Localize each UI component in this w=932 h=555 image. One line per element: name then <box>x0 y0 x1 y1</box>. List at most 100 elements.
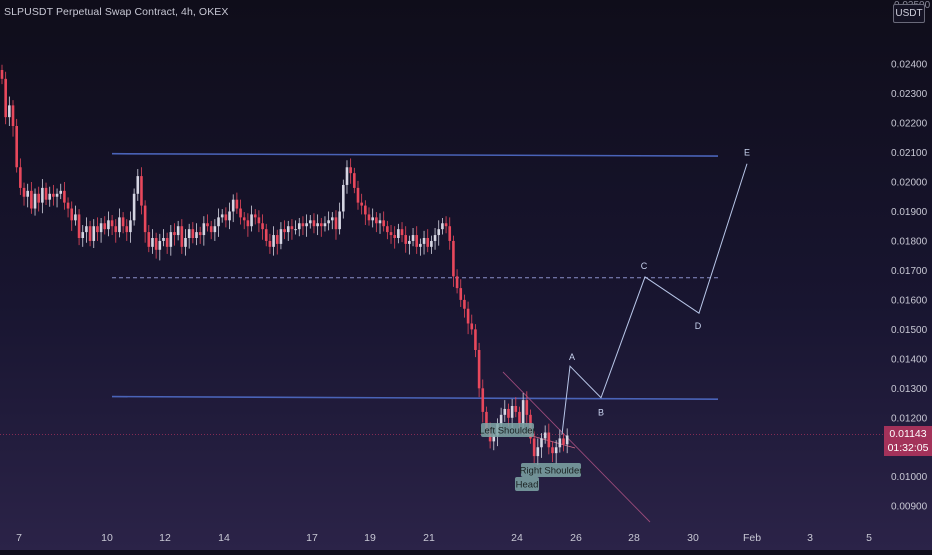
candle-body <box>30 190 33 209</box>
candle-body <box>536 447 540 457</box>
candle-body <box>81 232 85 238</box>
candle-body <box>294 229 297 231</box>
candle-body <box>136 176 140 194</box>
candle-body <box>459 288 463 300</box>
x-tick-label: 19 <box>364 532 376 544</box>
descending-trendline[interactable] <box>502 371 651 523</box>
candle-body <box>22 187 26 197</box>
candle-body <box>239 208 242 218</box>
candle-body <box>33 193 37 209</box>
candle-body <box>231 199 235 212</box>
x-tick-label: 30 <box>687 532 699 544</box>
candle-body <box>118 217 121 233</box>
candle-body <box>367 214 371 221</box>
candle-body <box>463 299 466 309</box>
candle-body <box>492 435 496 442</box>
wave-point-label: D <box>695 321 702 331</box>
candle-body <box>217 217 220 227</box>
wave-point-label: E <box>744 148 750 158</box>
candle-body <box>147 232 151 247</box>
candle-body <box>444 223 448 227</box>
y-tick-label: 0.01200 <box>891 413 928 424</box>
candle-body <box>184 238 187 247</box>
candle-body <box>422 238 426 244</box>
candle-body <box>257 217 261 224</box>
y-tick-label: 0.01900 <box>891 207 928 218</box>
wave-point-label: B <box>598 408 604 418</box>
currency-badge[interactable]: USDT <box>893 4 925 23</box>
candle-body <box>543 432 547 439</box>
countdown-timer: 01:32:05 <box>887 442 929 454</box>
pattern-label-box[interactable] <box>481 423 534 437</box>
candle-body <box>397 229 400 238</box>
candle-body <box>125 226 129 233</box>
candle-body <box>19 167 22 188</box>
candle-body <box>290 226 294 230</box>
trend-line[interactable] <box>111 395 719 401</box>
candle-body <box>261 223 264 230</box>
candle-body <box>323 223 327 227</box>
candle-body <box>26 190 29 197</box>
y-tick-label: 0.02200 <box>891 119 928 130</box>
candle-body <box>551 447 554 454</box>
x-tick-label: 3 <box>807 532 813 544</box>
candle-body <box>342 184 345 212</box>
last-price-value: 0.01143 <box>889 428 927 440</box>
candle-body <box>532 438 536 457</box>
candle-body <box>165 238 169 247</box>
trend-line[interactable] <box>111 152 719 157</box>
candle-body <box>206 223 209 227</box>
pattern-label-box[interactable] <box>515 477 539 491</box>
last-price-tag: 0.01143 01:32:05 <box>884 426 932 456</box>
candle-body <box>187 229 191 238</box>
candle-body <box>198 232 202 236</box>
candle-body <box>129 220 132 233</box>
candle-body <box>411 235 415 241</box>
candle-body <box>349 167 352 174</box>
candle-body <box>114 226 118 233</box>
candle-body <box>110 220 114 227</box>
candle-body <box>419 243 422 247</box>
candle-body <box>525 400 529 415</box>
x-tick-label: 28 <box>628 532 640 544</box>
candle-body <box>140 176 143 206</box>
candle-body <box>242 217 246 221</box>
candle-body <box>408 240 411 244</box>
candle-body <box>107 220 110 230</box>
candle-body <box>63 190 66 203</box>
candle-body <box>162 238 165 241</box>
candle-body <box>48 193 52 200</box>
candle-body <box>448 226 452 241</box>
candle-body <box>224 214 228 221</box>
candle-body <box>85 226 88 233</box>
x-tick-label: Feb <box>743 532 761 544</box>
wave-projection-path[interactable] <box>561 163 748 435</box>
candle-body <box>466 308 470 324</box>
candle-body <box>246 220 250 227</box>
candle-body <box>8 105 11 118</box>
x-tick-label: 26 <box>570 532 582 544</box>
candle-body <box>327 220 330 224</box>
candle-body <box>331 217 334 221</box>
candle-body <box>503 408 507 415</box>
y-tick-label: 0.01700 <box>891 266 928 277</box>
pattern-label-box[interactable] <box>521 463 581 477</box>
candle-body <box>510 406 514 418</box>
candle-body <box>400 229 404 236</box>
y-tick-label: 0.01400 <box>891 354 928 365</box>
candle-body <box>562 438 565 445</box>
candle-body <box>169 232 173 247</box>
candle-body <box>404 235 407 244</box>
candle-body <box>554 447 558 454</box>
candle-body <box>455 276 459 289</box>
y-tick-label: 0.00900 <box>891 502 928 513</box>
candle-body <box>518 411 521 424</box>
candle-body <box>426 238 430 247</box>
candle-body <box>452 240 455 277</box>
candle-body <box>235 199 239 209</box>
candle-body <box>308 220 312 224</box>
candle-body <box>92 226 96 241</box>
candle-body <box>345 167 349 185</box>
